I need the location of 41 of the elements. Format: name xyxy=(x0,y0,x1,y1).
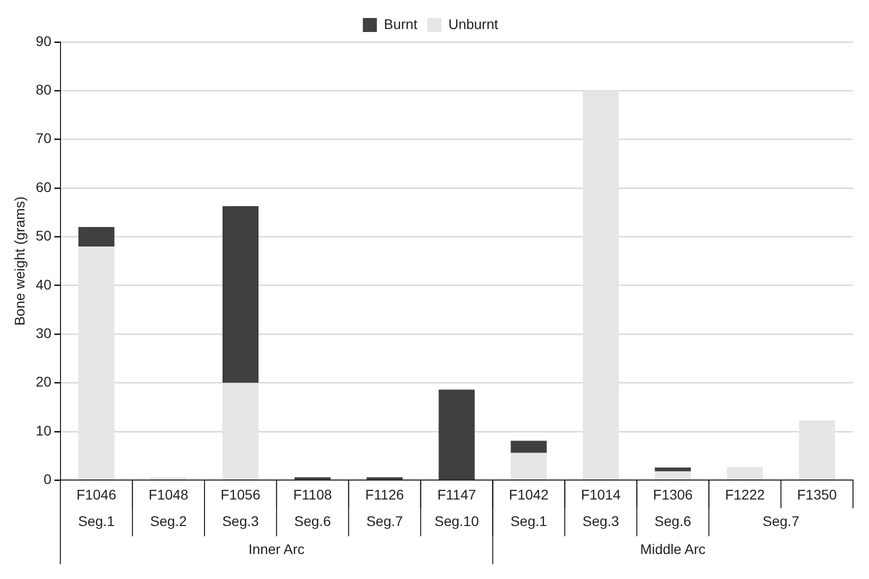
bar xyxy=(510,440,547,453)
text: Middle Arc xyxy=(640,541,706,558)
text: Seg.7 xyxy=(366,513,404,530)
x-tick-label: F1108 xyxy=(293,486,332,502)
text: Inner Arc xyxy=(248,541,305,558)
y-tick-label: 0 xyxy=(44,471,52,488)
legend-label: Burnt xyxy=(384,16,418,32)
text: Seg.1 xyxy=(78,513,115,530)
x-tick-label: F1042 xyxy=(508,486,549,502)
bar xyxy=(222,206,259,383)
text: Seg.1 xyxy=(510,513,548,530)
x-tick-label: F1126 xyxy=(365,486,404,502)
x-tick-label: F1306 xyxy=(653,486,693,502)
y-tick-label: 80 xyxy=(36,82,52,98)
text: Seg.2 xyxy=(150,513,187,530)
x-tick-label: F1350 xyxy=(797,486,838,502)
y-tick-label: 90 xyxy=(36,32,52,49)
text: Seg.7 xyxy=(762,513,800,530)
legend-label: Unburnt xyxy=(448,16,498,32)
y-axis-title: Bone weight (grams) xyxy=(11,196,28,326)
x-tick-label: F1056 xyxy=(220,486,261,502)
bar xyxy=(654,468,691,472)
text: Seg.6 xyxy=(294,513,332,530)
x-tick-label: F1147 xyxy=(437,486,476,502)
y-tick-label: 10 xyxy=(36,422,52,438)
y-tick-label: 30 xyxy=(36,324,52,341)
y-tick-label: 70 xyxy=(36,130,52,146)
y-tick-label: 50 xyxy=(36,228,52,244)
x-tick-label: F1048 xyxy=(148,486,189,502)
y-tick-label: 40 xyxy=(36,276,52,292)
text: Seg.3 xyxy=(222,513,260,530)
bar xyxy=(438,390,475,480)
x-tick-label: F1222 xyxy=(725,486,765,502)
y-tick-label: 60 xyxy=(36,178,52,195)
text: Seg.10 xyxy=(434,513,480,530)
bar xyxy=(78,227,114,246)
text: Seg.6 xyxy=(654,513,692,530)
x-tick-label: F1014 xyxy=(580,486,621,502)
y-tick-label: 20 xyxy=(36,374,52,390)
text: Seg.3 xyxy=(582,513,620,530)
x-tick-label: F1046 xyxy=(76,486,116,502)
